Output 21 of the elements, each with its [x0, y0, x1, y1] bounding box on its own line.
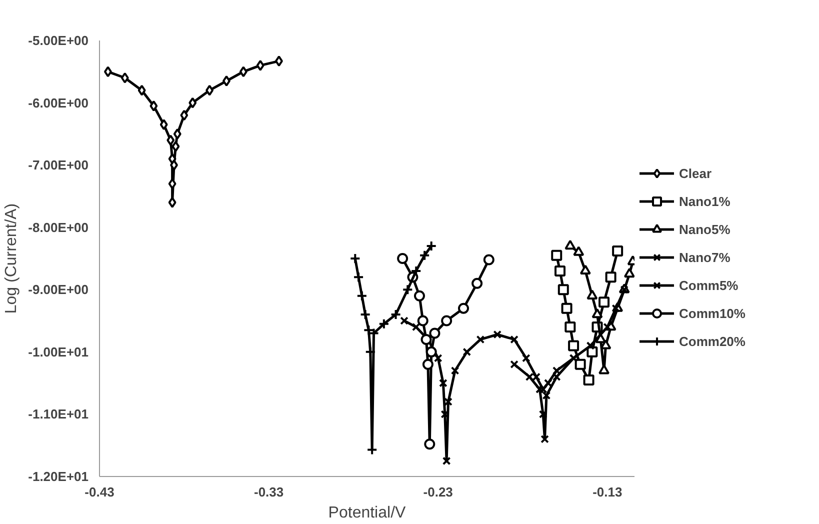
y-tick-label: -6.00E+00 [28, 95, 89, 110]
legend-label: Comm10% [679, 306, 746, 320]
x-tick-label: -0.13 [592, 484, 622, 500]
x-tick-label: -0.43 [84, 484, 114, 500]
legend-label: Nano7% [679, 250, 730, 264]
y-tick-label: -9.00E+00 [28, 282, 89, 298]
y-axis-title: Log (Current/A) [3, 203, 20, 314]
y-tick-label: -5.00E+00 [28, 33, 89, 48]
legend-label: Nano1% [679, 194, 730, 208]
legend-label: Comm5% [679, 278, 738, 292]
y-tick-label: -1.20E+01 [28, 469, 89, 484]
x-tick-label: -0.23 [423, 484, 453, 500]
y-tick-label: -7.00E+00 [28, 158, 89, 173]
legend-label: Clear [679, 166, 712, 180]
y-tick-label: -1.00E+01 [28, 344, 89, 360]
x-axis-title: Potential/V [328, 504, 406, 522]
y-tick-label: -1.10E+01 [28, 406, 89, 422]
y-tick-label: -8.00E+00 [28, 220, 89, 235]
x-tick-label: -0.33 [254, 484, 284, 500]
legend-label: Comm20% [679, 334, 746, 348]
legend-label: Nano5% [679, 222, 730, 236]
